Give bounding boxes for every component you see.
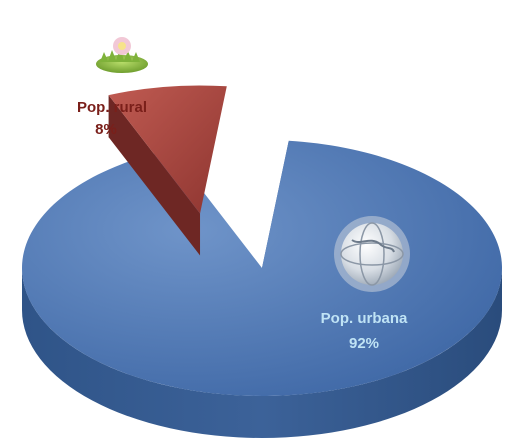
pie-slice-rural (108, 85, 227, 256)
urban-slice-label: Pop. urbana (321, 310, 408, 327)
pie-slice-urban-top (22, 140, 503, 396)
pie-slice-urban (22, 140, 503, 438)
globe-icon (334, 216, 410, 292)
pie-slice-rural-top (108, 85, 227, 214)
pie-slice-urban-side (22, 268, 502, 438)
rural-slice-value: 8% (95, 121, 117, 138)
grass-flower-icon (96, 37, 148, 73)
rural-slice-label: Pop. rural (77, 99, 147, 116)
urban-slice-value: 92% (349, 335, 379, 352)
pie-slice-rural-side (108, 95, 201, 256)
